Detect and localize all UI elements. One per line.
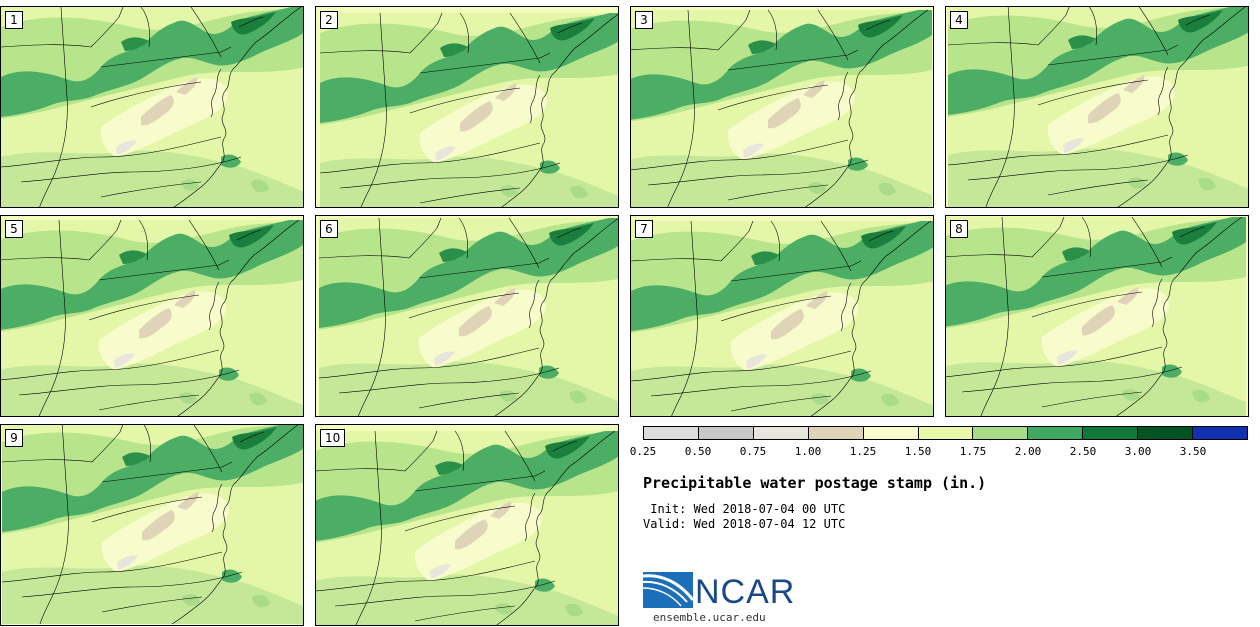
map-image <box>318 217 618 416</box>
panel-number: 5 <box>5 220 23 238</box>
colorbar-segment <box>753 427 809 439</box>
panel-number: 1 <box>5 11 23 29</box>
map-panel: 3 <box>630 6 934 208</box>
colorbar-tick-label: 2.00 <box>1014 445 1042 458</box>
panel-number: 9 <box>5 429 23 447</box>
colorbar-tick-label: 3.00 <box>1124 445 1152 458</box>
map-panel: 1 <box>0 6 304 208</box>
panel-number: 8 <box>950 220 968 238</box>
colorbar-segment <box>698 427 754 439</box>
colorbar-segment <box>918 427 974 439</box>
colorbar-tick-label: 0.50 <box>684 445 712 458</box>
colorbar-segment <box>808 427 864 439</box>
panel-number: 3 <box>635 11 653 29</box>
panel-number: 2 <box>320 11 338 29</box>
colorbar-segment <box>1193 427 1247 439</box>
map-image <box>947 7 1248 207</box>
colorbar-tick-label: 0.75 <box>739 445 767 458</box>
init-time: Init: Wed 2018-07-04 00 UTC <box>643 502 846 516</box>
colorbar-segment <box>644 427 699 439</box>
map-image <box>316 430 618 625</box>
map-image <box>946 216 1247 416</box>
colorbar-segment <box>1138 427 1194 439</box>
ncar-swoosh-icon <box>643 572 695 608</box>
colorbar <box>643 426 1248 440</box>
map-panel: 7 <box>630 215 934 417</box>
map-panel: 4 <box>945 6 1249 208</box>
colorbar-tick-label: 1.75 <box>959 445 987 458</box>
colorbar-segment <box>863 427 919 439</box>
colorbar-tick-label: 2.50 <box>1069 445 1097 458</box>
map-panel: 6 <box>315 215 619 417</box>
map-image <box>631 9 933 207</box>
colorbar-tick-label: 3.50 <box>1179 445 1207 458</box>
map-image <box>1 219 303 416</box>
map-panel: 8 <box>945 215 1249 417</box>
valid-time: Valid: Wed 2018-07-04 12 UTC <box>643 517 846 531</box>
ncar-logo-text: NCAR <box>695 573 796 611</box>
colorbar-tick-label: 1.25 <box>849 445 877 458</box>
colorbar-tick-label: 1.00 <box>794 445 822 458</box>
panel-number: 6 <box>320 220 338 238</box>
colorbar-segment <box>1083 427 1139 439</box>
colorbar-segment <box>1028 427 1084 439</box>
map-image <box>1 425 303 625</box>
site-url[interactable]: ensemble.ucar.edu <box>653 611 766 624</box>
colorbar-tick-label: 0.25 <box>629 445 657 458</box>
map-panel: 10 <box>315 424 619 626</box>
map-panel: 2 <box>315 6 619 208</box>
colorbar-segment <box>973 427 1029 439</box>
ncar-logo: NCAR <box>643 570 796 614</box>
product-title: Precipitable water postage stamp (in.) <box>643 474 987 492</box>
colorbar-tick-label: 1.50 <box>904 445 932 458</box>
map-image <box>631 220 933 416</box>
map-panel: 5 <box>0 215 304 417</box>
map-image <box>319 12 618 207</box>
panel-number: 4 <box>950 11 968 29</box>
map-panel: 9 <box>0 424 304 626</box>
panel-number: 10 <box>320 429 346 447</box>
map-image <box>1 7 303 207</box>
panel-number: 7 <box>635 220 653 238</box>
